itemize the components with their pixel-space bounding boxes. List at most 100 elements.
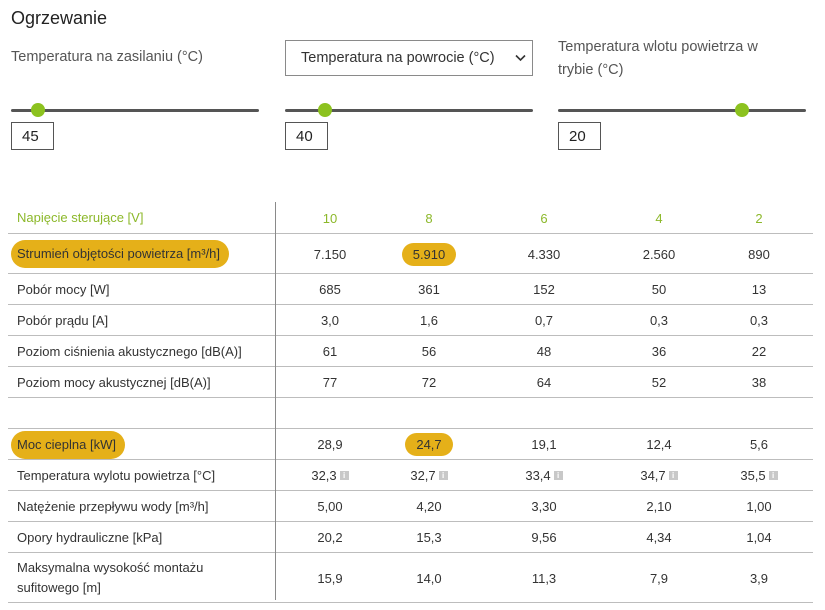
table-cell: 15,3 [384,522,474,553]
table-cell: 32,7 i [384,460,474,491]
row-label: Temperatura wylotu powietrza [°C] [17,460,277,491]
cell-value: 72 [421,375,437,390]
row-divider [8,366,813,367]
slider-track [558,109,806,112]
table-cell: 35,5 i [714,460,804,491]
row-divider [8,304,813,305]
row-divider [8,397,813,398]
cell-value: 32,7 [410,468,436,483]
header-label: Napięcie sterujące [V] [17,210,144,225]
cell-value: 3,30 [531,499,557,514]
inlet-temp-input[interactable]: 20 [558,122,601,150]
cell-value: 14,0 [416,570,442,586]
cell-value: 15,9 [317,570,343,586]
row-label: Pobór prądu [A] [17,305,277,336]
row-label [17,398,277,429]
cell-value: 361 [418,282,440,297]
return-temp-slider[interactable] [285,101,533,119]
row-divider [8,273,813,274]
table-cell: 56 [384,336,474,367]
table-cell: 24,7 [384,429,474,460]
cell-value: 0,3 [749,313,769,328]
table-row: Strumień objętości powietrza [m³/h] 7.150… [8,234,813,274]
table-cell: 32,3 i [285,460,375,491]
table-cell: 52 [614,367,704,398]
return-temp-select[interactable]: Temperatura na powrocie (°C) [285,40,533,76]
table-row: Opory hydrauliczne [kPa] 20,2 15,3 9,56 4,34… [8,522,813,553]
table-cell: 36 [614,336,704,367]
cell-value: 3,0 [320,313,340,328]
cell-value: 4 [655,210,663,226]
cell-value: 5.910 [401,242,457,266]
table-cell: 7.150 [285,234,375,274]
table-cell: 685 [285,274,375,305]
row-label-text: Temperatura wylotu powietrza [°C] [17,467,216,483]
table-cell: 28,9 [285,429,375,460]
row-divider [8,459,813,460]
cell-value: 20,2 [317,530,343,545]
cell-value: 10 [322,210,338,226]
return-temp-input[interactable]: 40 [285,122,328,150]
row-label: Opory hydrauliczne [kPa] [17,522,277,553]
cell-value: 77 [322,375,338,390]
cell-value: 2 [755,210,763,226]
table-cell: 361 [384,274,474,305]
supply-temp-label: Temperatura na zasilaniu (°C) [11,49,203,65]
cell-value: 1,00 [746,499,772,514]
supply-temp-input[interactable]: 45 [11,122,54,150]
row-divider [8,428,813,429]
slider-handle[interactable] [734,103,749,117]
table-cell: 4.330 [499,234,589,274]
cell-value: 4.330 [527,246,561,262]
cell-value: 50 [651,282,667,297]
cell-value: 152 [533,282,555,297]
cell-value: 48 [536,344,552,359]
info-icon[interactable]: i [438,471,448,480]
cell-value: 56 [421,344,437,359]
table-cell: 8 [384,202,474,234]
cell-value: 36 [651,344,667,359]
slider-handle[interactable] [317,103,332,117]
info-icon[interactable]: i [768,471,778,480]
cell-value: 24,7 [405,433,453,456]
info-icon[interactable]: i [339,471,349,480]
table-cell: 0,7 [499,305,589,336]
cell-value: 28,9 [317,437,343,452]
table-cell: 6 [499,202,589,234]
table-cell: 2.560 [614,234,704,274]
cell-value: 11,3 [531,570,557,586]
table-cell: 4,34 [614,522,704,553]
row-divider [8,490,813,491]
table-row: Temperatura wylotu powietrza [°C] 32,3 i 32… [8,460,813,491]
info-icon[interactable]: i [668,471,678,480]
table-cell: 20,2 [285,522,375,553]
cell-value: 64 [536,375,552,390]
inlet-temp-slider[interactable] [558,101,806,119]
row-label-text: Natężenie przepływu wody [m³/h] [17,498,209,514]
table-cell: 61 [285,336,375,367]
table-cell: 12,4 [614,429,704,460]
table-cell: 48 [499,336,589,367]
page-title: Ogrzewanie [11,8,108,28]
table-cell: 152 [499,274,589,305]
cell-value: 38 [751,375,767,390]
row-label-text: Pobór prądu [A] [17,312,109,328]
table-row: Poziom ciśnienia akustycznego [dB(A)] 61 5… [8,336,813,367]
cell-value: 2.560 [642,246,676,262]
supply-temp-slider[interactable] [11,101,259,119]
inlet-temp-label-line1: Temperatura wlotu powietrza w [558,39,758,55]
table-row: Natężenie przepływu wody [m³/h] 5,00 4,20 3… [8,491,813,522]
cell-value: 8 [425,210,433,226]
row-label-text: Opory hydrauliczne [kPa] [17,529,163,545]
table-cell: 7,9 [614,553,704,603]
cell-value: 34,7 [640,468,666,483]
return-temp-select-value: Temperatura na powrocie (°C) [301,50,495,66]
table-cell: 3,9 [714,553,804,603]
slider-handle[interactable] [31,103,46,117]
table-row: Poziom mocy akustycznej [dB(A)] 77 72 64 52 3… [8,367,813,398]
info-icon[interactable]: i [553,471,563,480]
cell-value: 13 [751,282,767,297]
cell-value: 19,1 [531,437,557,452]
table-cell: 50 [614,274,704,305]
table-row: Maksymalna wysokość montażu sufitowego [m… [8,553,813,603]
